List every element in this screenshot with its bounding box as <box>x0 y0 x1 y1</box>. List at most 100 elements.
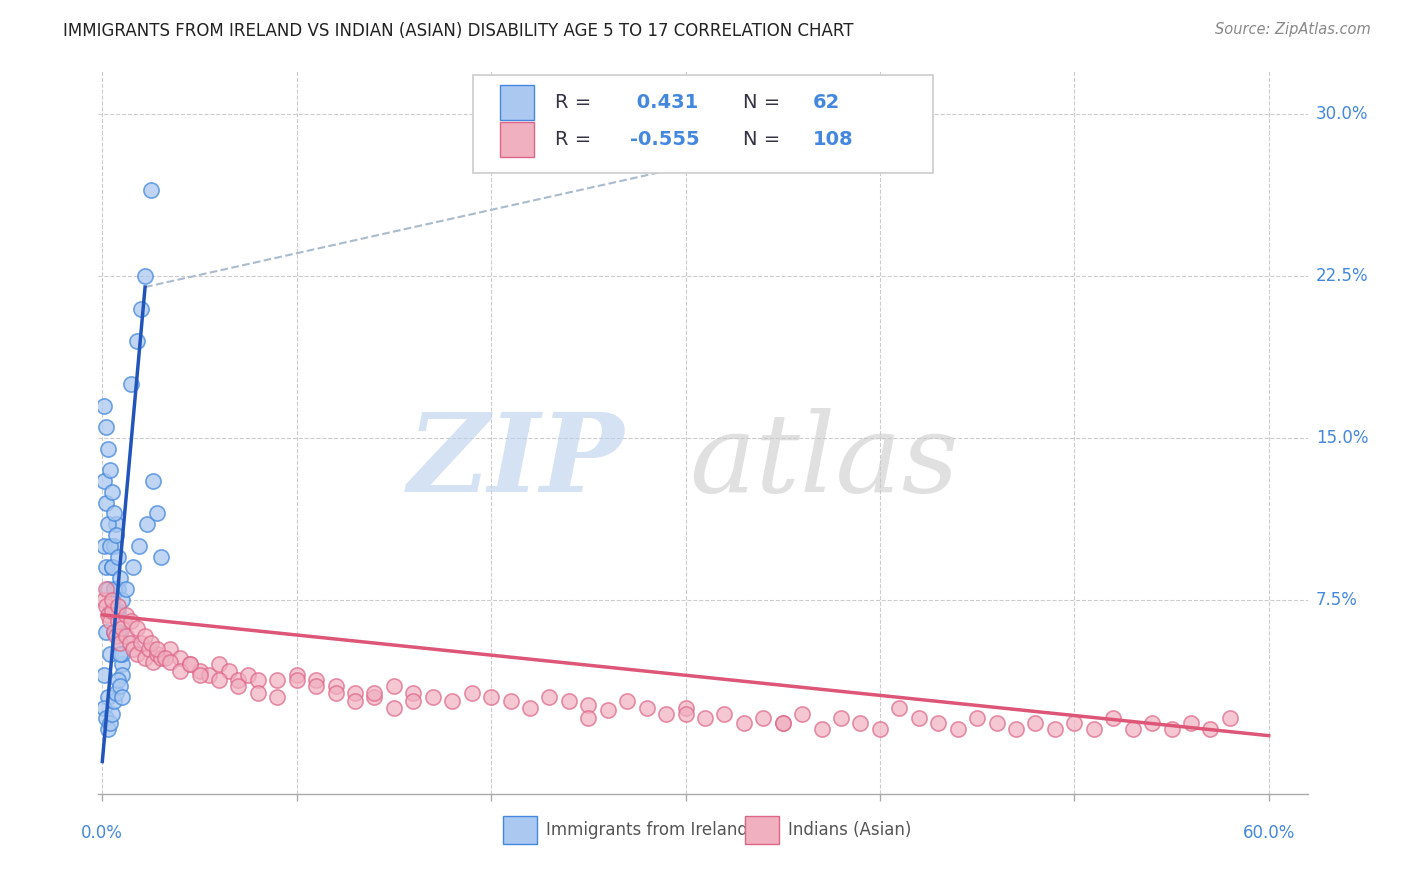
Point <box>636 700 658 714</box>
Point <box>363 685 385 699</box>
Point <box>103 694 125 708</box>
Point <box>96 711 118 725</box>
Point <box>1043 722 1066 736</box>
Point <box>849 715 872 730</box>
Point <box>104 603 127 617</box>
Point <box>499 694 522 708</box>
Point <box>122 642 145 657</box>
Point <box>97 722 120 736</box>
FancyBboxPatch shape <box>501 122 534 157</box>
Text: N =: N = <box>742 93 786 112</box>
Point <box>101 560 124 574</box>
Point <box>129 636 152 650</box>
Point <box>519 700 541 714</box>
Point <box>98 539 121 553</box>
Point <box>107 603 129 617</box>
Point <box>169 651 191 665</box>
Text: Indians (Asian): Indians (Asian) <box>787 821 911 839</box>
Point <box>153 651 176 665</box>
Point <box>96 420 118 434</box>
Point <box>907 711 929 725</box>
Point <box>460 685 482 699</box>
Point <box>733 715 755 730</box>
Point <box>1063 715 1085 730</box>
Point <box>142 656 165 670</box>
Point <box>441 694 464 708</box>
Point <box>344 685 367 699</box>
Point <box>128 539 150 553</box>
Text: Immigrants from Ireland: Immigrants from Ireland <box>546 821 748 839</box>
Point <box>198 668 221 682</box>
Point <box>101 592 124 607</box>
Point <box>869 722 891 736</box>
Point <box>966 711 988 725</box>
Point <box>576 711 599 725</box>
Point <box>97 582 120 596</box>
Point <box>107 625 129 640</box>
Point <box>108 679 131 693</box>
Point <box>93 592 115 607</box>
Point <box>93 474 115 488</box>
Text: R =: R = <box>555 129 598 149</box>
Point <box>104 629 127 643</box>
Point <box>107 549 129 564</box>
Point <box>96 582 118 596</box>
Point <box>159 642 181 657</box>
Point <box>382 700 405 714</box>
Point <box>1083 722 1105 736</box>
Point <box>266 673 288 687</box>
Text: IMMIGRANTS FROM IRELAND VS INDIAN (ASIAN) DISABILITY AGE 5 TO 17 CORRELATION CHA: IMMIGRANTS FROM IRELAND VS INDIAN (ASIAN… <box>63 22 853 40</box>
Point <box>108 636 131 650</box>
Point <box>285 673 308 687</box>
Point <box>228 679 250 693</box>
Point <box>127 647 149 661</box>
Point <box>111 690 134 704</box>
Point <box>1219 711 1241 725</box>
Point <box>246 673 269 687</box>
Point <box>382 679 405 693</box>
Point <box>107 615 129 629</box>
Point <box>344 694 367 708</box>
Point <box>325 685 347 699</box>
Point <box>149 651 172 665</box>
Point <box>93 668 115 682</box>
Point <box>98 615 121 629</box>
Point <box>114 582 136 596</box>
Point <box>98 647 121 661</box>
Text: N =: N = <box>742 129 786 149</box>
Point <box>363 690 385 704</box>
Point <box>96 599 118 614</box>
Point <box>538 690 561 704</box>
Point <box>616 694 638 708</box>
Text: 108: 108 <box>813 129 853 149</box>
Text: ZIP: ZIP <box>408 408 624 516</box>
Point <box>675 707 697 722</box>
Point <box>1102 711 1125 725</box>
Point <box>1160 722 1182 736</box>
Point <box>97 517 120 532</box>
Point <box>134 269 156 284</box>
Point <box>246 685 269 699</box>
Point <box>111 647 134 661</box>
Point <box>104 517 127 532</box>
Point <box>693 711 716 725</box>
Point <box>111 668 134 682</box>
Point <box>97 442 120 456</box>
Point <box>104 582 127 596</box>
Text: 62: 62 <box>813 93 841 112</box>
Point <box>149 549 172 564</box>
Point <box>188 664 211 678</box>
Point <box>1122 722 1144 736</box>
Text: 7.5%: 7.5% <box>1316 591 1358 608</box>
Point <box>114 629 136 643</box>
Point <box>986 715 1008 730</box>
Text: R =: R = <box>555 93 598 112</box>
Point <box>121 615 143 629</box>
Point <box>889 700 911 714</box>
Point <box>218 664 240 678</box>
Point <box>107 673 129 687</box>
Point <box>558 694 581 708</box>
Point <box>93 399 115 413</box>
Point <box>1199 722 1222 736</box>
Point <box>96 560 118 574</box>
